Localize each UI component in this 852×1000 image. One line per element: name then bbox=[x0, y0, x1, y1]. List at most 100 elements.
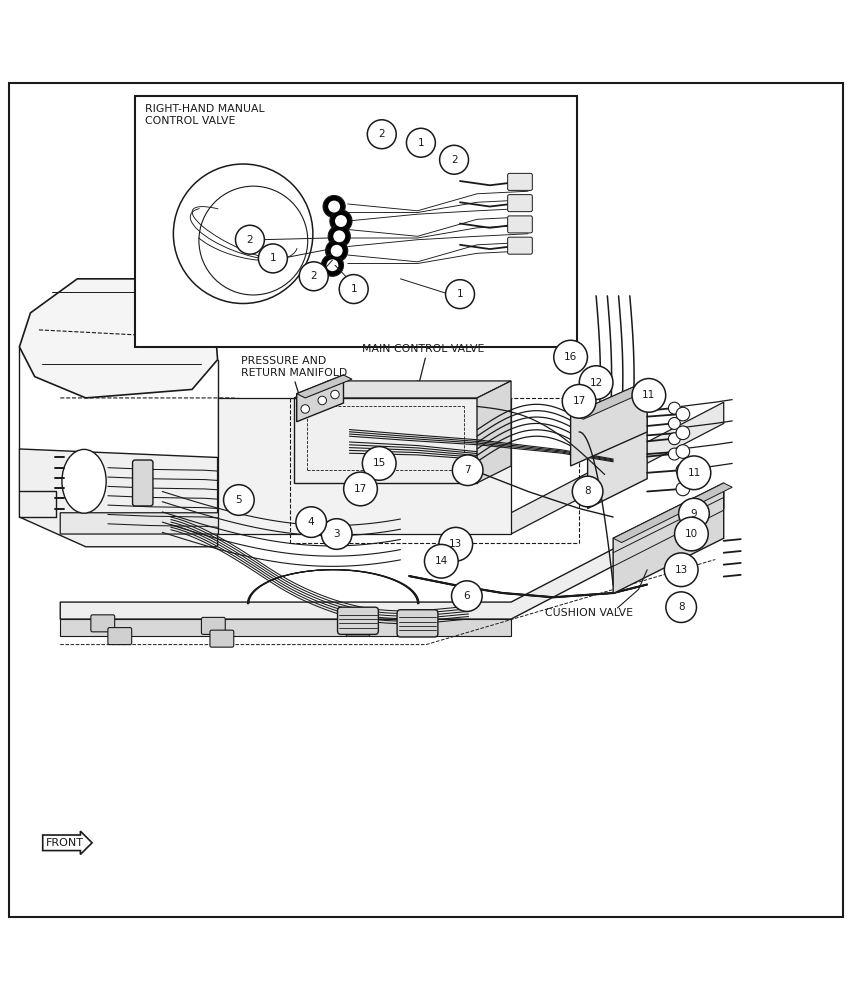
Circle shape bbox=[440, 145, 469, 174]
Text: 1: 1 bbox=[417, 138, 424, 148]
Circle shape bbox=[325, 240, 348, 262]
FancyBboxPatch shape bbox=[133, 460, 153, 506]
Circle shape bbox=[573, 476, 603, 507]
FancyBboxPatch shape bbox=[508, 195, 532, 212]
Text: 17: 17 bbox=[573, 396, 585, 406]
Text: 8: 8 bbox=[678, 602, 684, 612]
FancyBboxPatch shape bbox=[201, 617, 225, 634]
Circle shape bbox=[331, 245, 343, 257]
Circle shape bbox=[554, 340, 587, 374]
Circle shape bbox=[666, 592, 696, 622]
Text: 15: 15 bbox=[372, 458, 386, 468]
Text: 8: 8 bbox=[584, 486, 591, 496]
Text: 2: 2 bbox=[451, 155, 458, 165]
Text: RIGHT-HAND MANUAL
CONTROL VALVE: RIGHT-HAND MANUAL CONTROL VALVE bbox=[146, 104, 265, 126]
Text: 1: 1 bbox=[350, 284, 357, 294]
Circle shape bbox=[452, 455, 483, 486]
Circle shape bbox=[299, 262, 328, 291]
Circle shape bbox=[321, 519, 352, 549]
Circle shape bbox=[335, 215, 347, 227]
Text: MAIN CONTROL VALVE: MAIN CONTROL VALVE bbox=[362, 344, 485, 354]
FancyBboxPatch shape bbox=[337, 607, 378, 634]
Polygon shape bbox=[217, 398, 511, 534]
Text: 5: 5 bbox=[235, 495, 242, 505]
Text: CUSHION VALVE: CUSHION VALVE bbox=[545, 608, 633, 618]
Polygon shape bbox=[588, 381, 648, 509]
Polygon shape bbox=[613, 483, 723, 594]
Circle shape bbox=[446, 280, 475, 309]
Circle shape bbox=[676, 445, 689, 458]
Circle shape bbox=[669, 417, 681, 429]
FancyBboxPatch shape bbox=[210, 630, 233, 647]
Circle shape bbox=[424, 544, 458, 578]
Text: 2: 2 bbox=[310, 271, 317, 281]
Circle shape bbox=[339, 275, 368, 304]
Circle shape bbox=[330, 210, 352, 232]
FancyBboxPatch shape bbox=[397, 610, 438, 637]
Bar bbox=[135, 96, 578, 347]
Text: 11: 11 bbox=[642, 390, 655, 400]
Circle shape bbox=[675, 517, 708, 551]
Circle shape bbox=[321, 254, 343, 276]
FancyBboxPatch shape bbox=[508, 237, 532, 254]
Circle shape bbox=[676, 482, 689, 496]
FancyBboxPatch shape bbox=[346, 619, 370, 636]
Circle shape bbox=[318, 396, 326, 405]
Circle shape bbox=[676, 426, 689, 440]
Polygon shape bbox=[60, 491, 723, 619]
Polygon shape bbox=[571, 381, 660, 419]
Polygon shape bbox=[294, 398, 477, 483]
Circle shape bbox=[669, 402, 681, 414]
Circle shape bbox=[323, 195, 345, 218]
Text: PRESSURE AND
RETURN MANIFOLD: PRESSURE AND RETURN MANIFOLD bbox=[241, 356, 348, 378]
Polygon shape bbox=[294, 381, 511, 398]
Polygon shape bbox=[20, 279, 217, 398]
Text: 12: 12 bbox=[590, 378, 602, 388]
Text: 9: 9 bbox=[691, 509, 697, 519]
Polygon shape bbox=[296, 375, 352, 398]
Circle shape bbox=[679, 498, 709, 529]
Circle shape bbox=[296, 507, 326, 537]
Text: 4: 4 bbox=[308, 517, 314, 527]
Circle shape bbox=[173, 164, 313, 304]
Text: 1: 1 bbox=[269, 253, 276, 263]
Polygon shape bbox=[20, 449, 217, 547]
Polygon shape bbox=[613, 483, 732, 543]
Text: 1: 1 bbox=[457, 289, 463, 299]
Text: 2: 2 bbox=[378, 129, 385, 139]
Circle shape bbox=[406, 128, 435, 157]
Circle shape bbox=[367, 120, 396, 149]
Polygon shape bbox=[477, 381, 511, 483]
Circle shape bbox=[331, 390, 339, 399]
Circle shape bbox=[439, 527, 473, 561]
Ellipse shape bbox=[62, 449, 106, 513]
Polygon shape bbox=[60, 619, 511, 636]
Circle shape bbox=[258, 244, 287, 273]
Text: 10: 10 bbox=[685, 529, 698, 539]
Text: FRONT: FRONT bbox=[45, 838, 83, 848]
FancyBboxPatch shape bbox=[91, 615, 115, 632]
Text: 16: 16 bbox=[564, 352, 577, 362]
Polygon shape bbox=[296, 375, 343, 422]
Circle shape bbox=[301, 405, 309, 413]
Circle shape bbox=[343, 472, 377, 506]
Text: 6: 6 bbox=[463, 591, 470, 601]
FancyBboxPatch shape bbox=[508, 216, 532, 233]
Circle shape bbox=[333, 230, 345, 242]
Text: 13: 13 bbox=[449, 539, 463, 549]
Circle shape bbox=[669, 448, 681, 460]
Text: 13: 13 bbox=[675, 565, 688, 575]
FancyBboxPatch shape bbox=[108, 628, 132, 645]
Circle shape bbox=[328, 201, 340, 212]
Circle shape bbox=[669, 433, 681, 445]
Circle shape bbox=[235, 225, 264, 254]
Circle shape bbox=[562, 384, 596, 418]
Text: 17: 17 bbox=[354, 484, 367, 494]
Text: 7: 7 bbox=[464, 465, 471, 475]
Polygon shape bbox=[571, 381, 648, 466]
FancyBboxPatch shape bbox=[508, 173, 532, 190]
Circle shape bbox=[632, 379, 665, 412]
Text: 14: 14 bbox=[435, 556, 448, 566]
Circle shape bbox=[362, 447, 396, 480]
Text: 2: 2 bbox=[246, 235, 253, 245]
